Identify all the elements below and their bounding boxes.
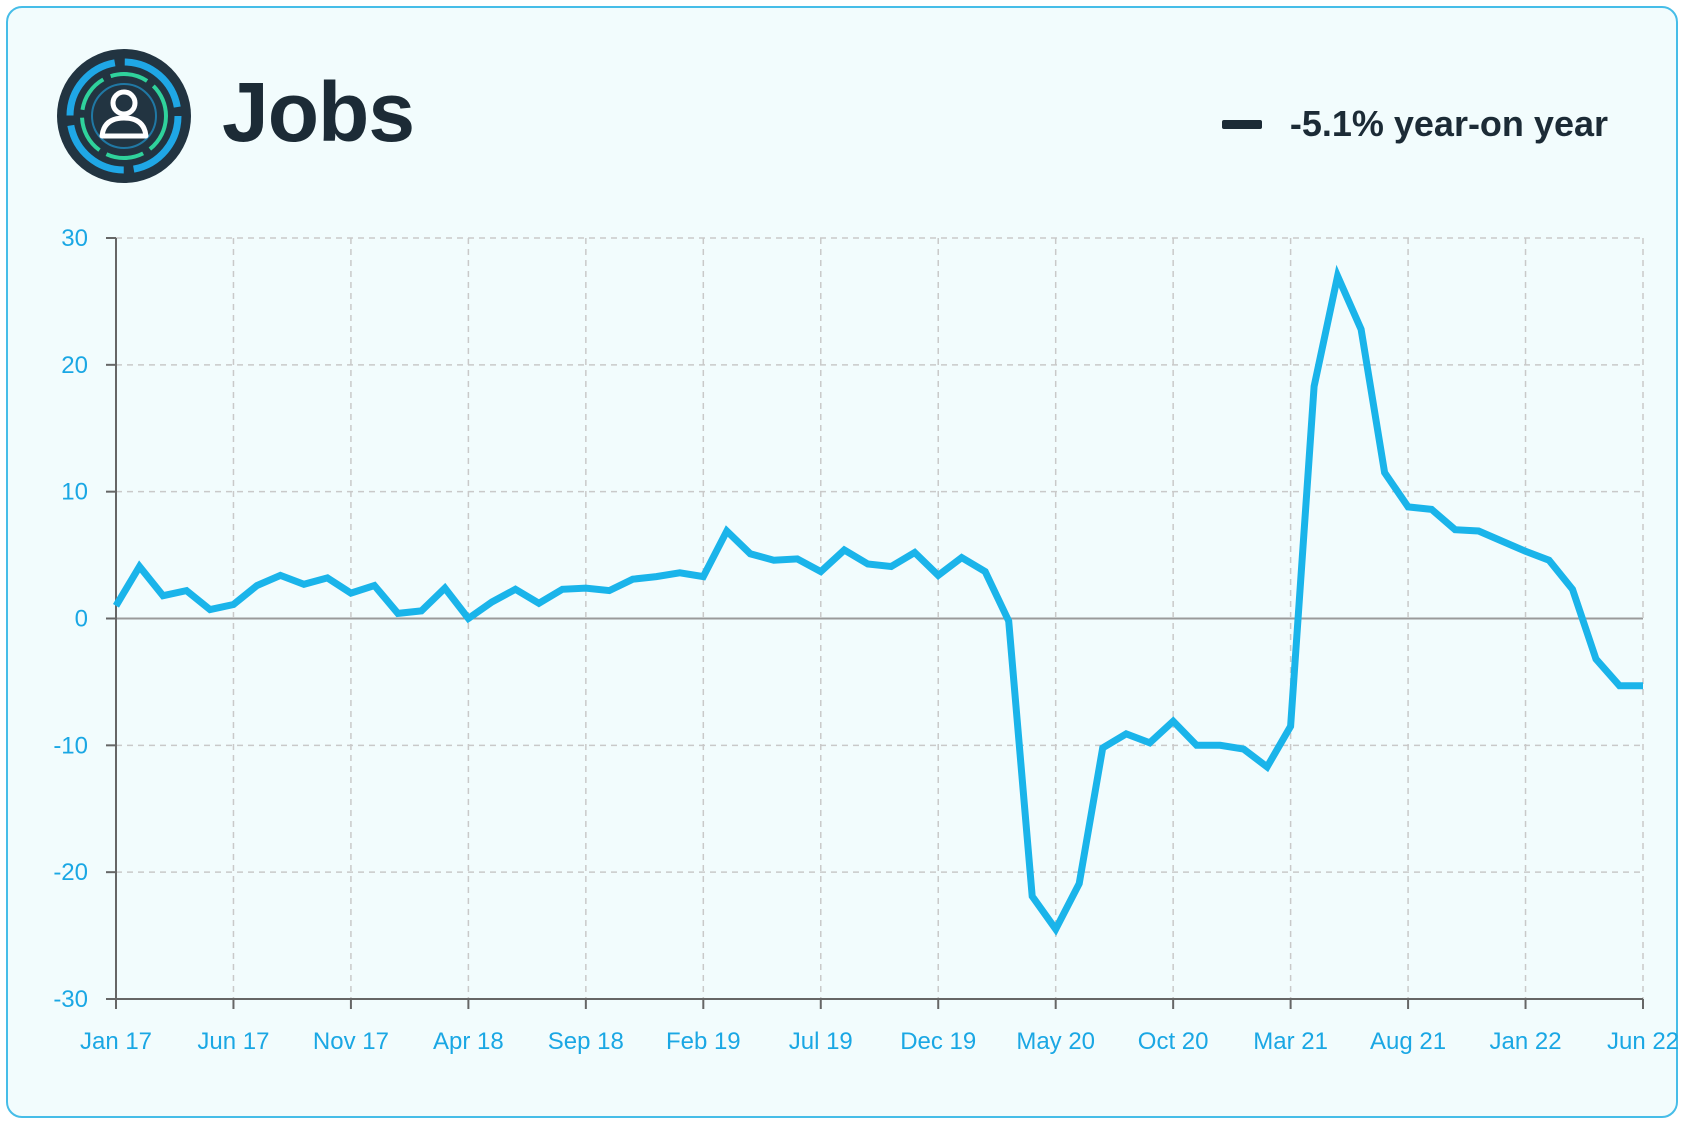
y-tick-label: 10 [61,479,88,506]
x-tick-label: Jan 22 [1490,1028,1562,1055]
series-line [112,264,1643,936]
x-tick-label: Mar 21 [1253,1028,1328,1055]
x-tick-label: Jun 17 [197,1028,269,1055]
chart-card: Jobs -5.1% year-on year [6,6,1678,1118]
x-tick-label: Dec 19 [900,1028,976,1055]
x-tick-label: Feb 19 [666,1028,741,1055]
legend-label: -5.1% year-on year [1289,103,1608,144]
y-tick-label: -30 [53,986,88,1013]
x-tick-label: Aug 21 [1370,1028,1446,1055]
y-tick-label: 20 [61,352,88,379]
y-tick-label: 30 [61,225,88,252]
x-tick-label: May 20 [1016,1028,1095,1055]
y-tick-label: -10 [53,732,88,759]
x-tick-label: Jan 17 [80,1028,152,1055]
chart-title: Jobs [222,65,415,159]
x-tick-label: Apr 18 [433,1028,504,1055]
x-tick-label: Nov 17 [313,1028,389,1055]
x-tick-label: Jul 19 [789,1028,853,1055]
person-in-circle-icon [56,48,192,184]
y-tick-label: -20 [53,859,88,886]
legend-swatch [1221,119,1262,129]
y-tick-label: 0 [75,606,88,633]
x-tick-label: Oct 20 [1138,1028,1209,1055]
x-tick-label: Sep 18 [548,1028,624,1055]
x-tick-label: Jun 22 [1607,1028,1679,1055]
legend: -5.1% year-on year [1221,103,1608,144]
